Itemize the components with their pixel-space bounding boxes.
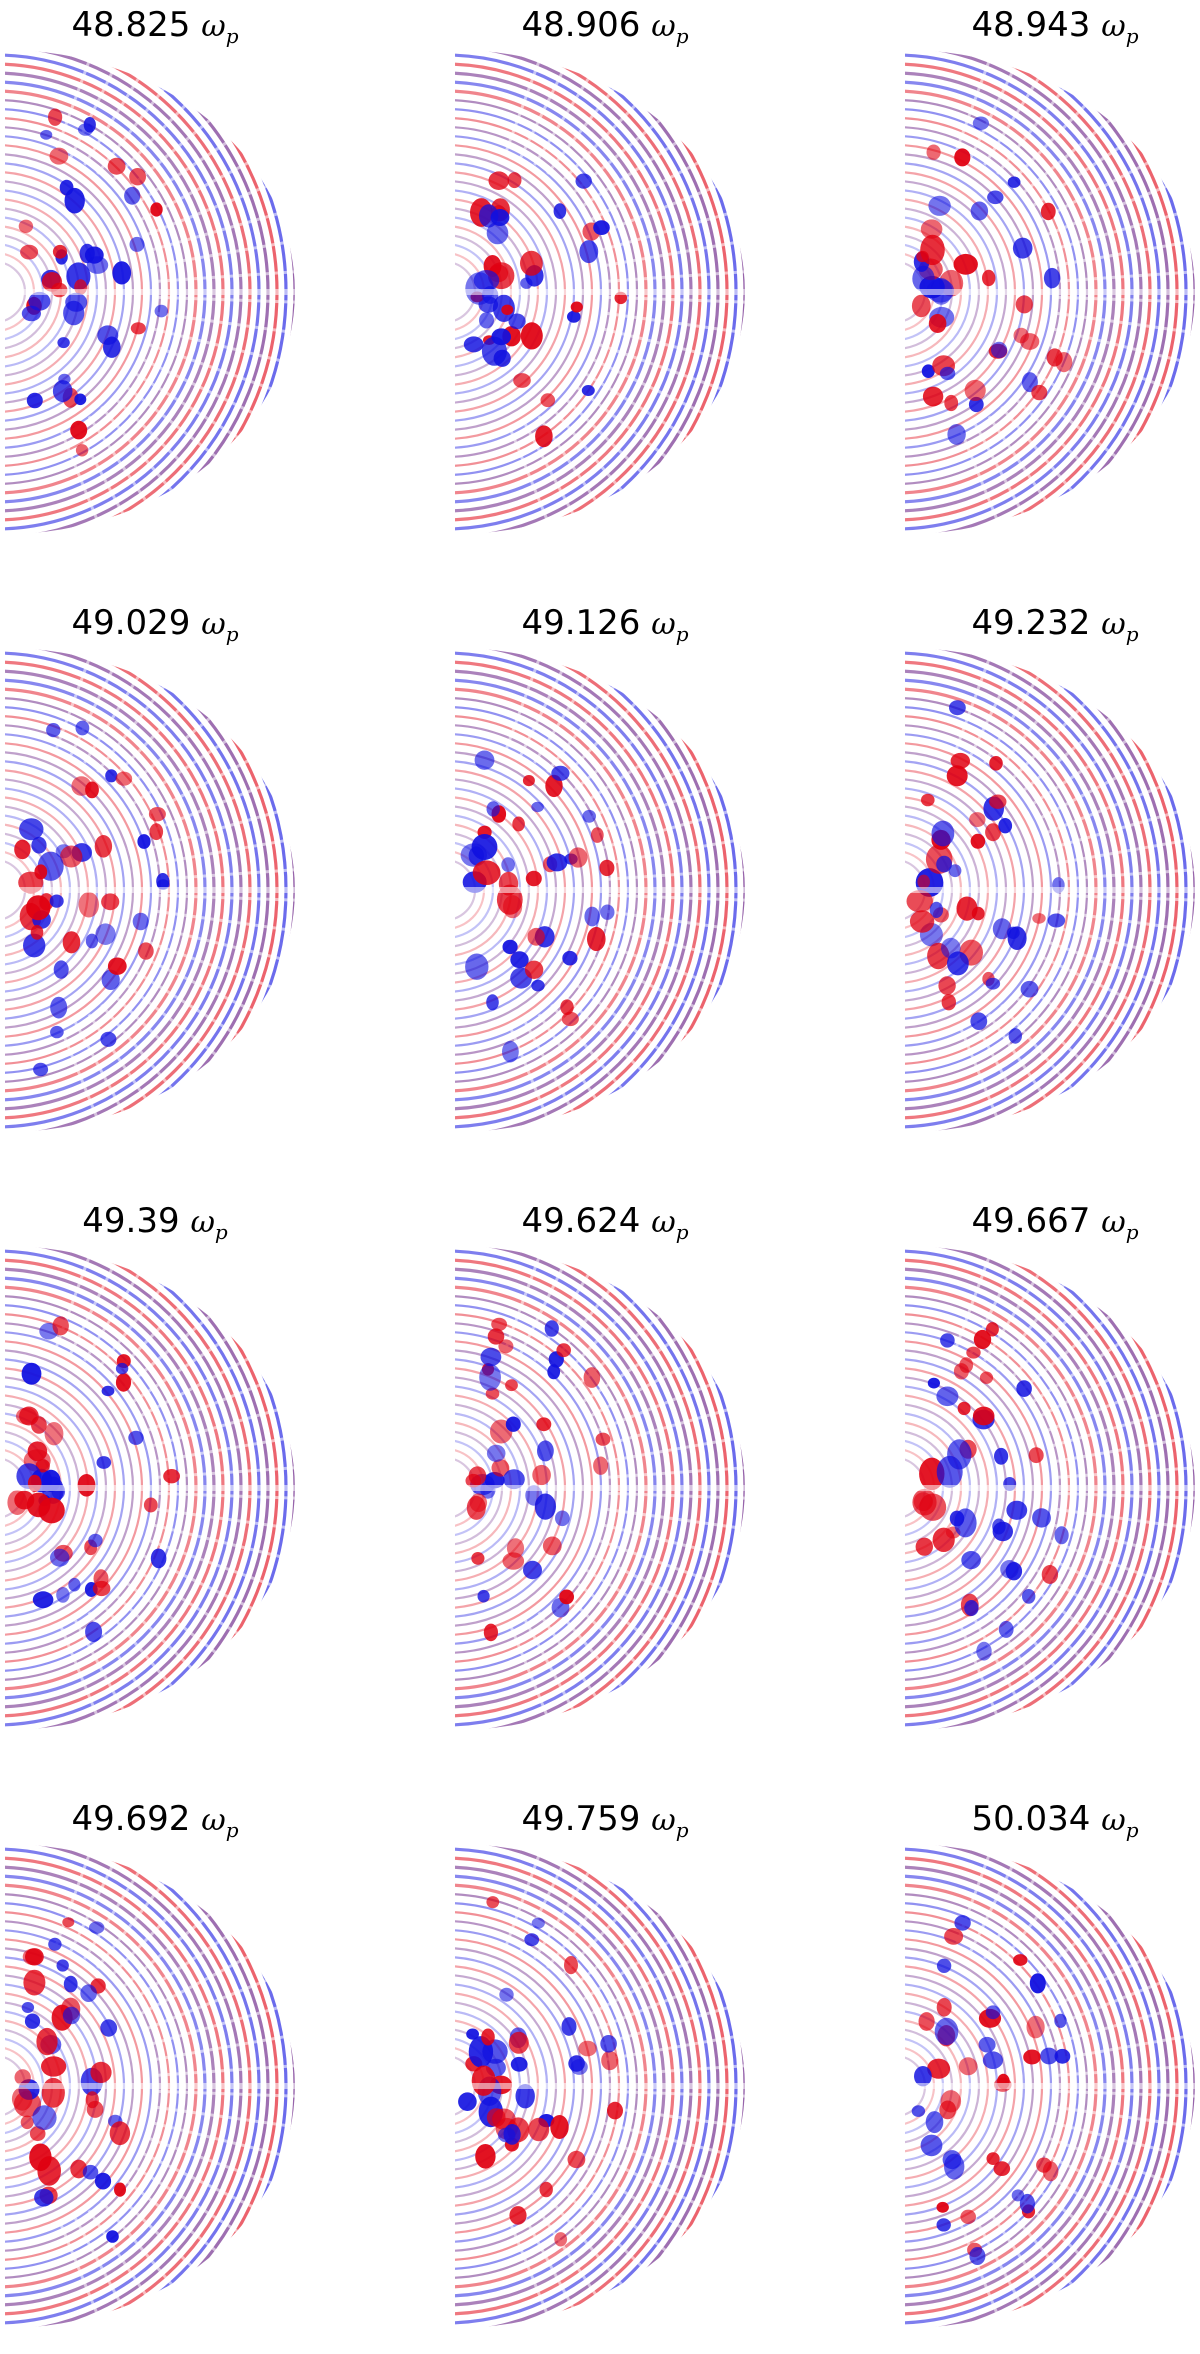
wave-field-image	[455, 640, 755, 1140]
mode-panel: 48.906 ωp	[455, 0, 755, 560]
unit-symbol: ω	[651, 607, 675, 642]
frequency-unit: ωp	[1101, 607, 1138, 642]
mode-panel: 49.39 ωp	[5, 1196, 305, 1756]
mode-panel: 49.759 ωp	[455, 1794, 755, 2354]
frequency-value: 49.692	[71, 1799, 190, 1839]
mode-panel: 49.029 ωp	[5, 598, 305, 1158]
unit-symbol: ω	[651, 9, 675, 44]
frequency-unit: ωp	[201, 1803, 238, 1838]
frequency-unit: ωp	[1101, 9, 1138, 44]
unit-symbol: ω	[1101, 1803, 1125, 1838]
mode-panel: 49.232 ωp	[905, 598, 1200, 1158]
wave-field-image	[905, 1836, 1200, 2336]
mode-panel: 49.126 ωp	[455, 598, 755, 1158]
wave-field-image	[5, 1238, 305, 1738]
frequency-unit: ωp	[1101, 1803, 1138, 1838]
unit-symbol: ω	[201, 607, 225, 642]
frequency-value: 49.029	[71, 603, 190, 643]
mode-panel: 49.624 ωp	[455, 1196, 755, 1756]
unit-symbol: ω	[1101, 607, 1125, 642]
frequency-unit: ωp	[190, 1205, 227, 1240]
frequency-value: 49.667	[971, 1201, 1090, 1241]
unit-symbol: ω	[201, 9, 225, 44]
frequency-unit: ωp	[201, 607, 238, 642]
frequency-value: 48.906	[521, 5, 640, 45]
wave-field-image	[905, 1238, 1200, 1738]
wave-field-image	[905, 640, 1200, 1140]
mode-panel: 48.825 ωp	[5, 0, 305, 560]
frequency-value: 48.825	[71, 5, 190, 45]
wave-field-image	[455, 1238, 755, 1738]
unit-symbol: ω	[651, 1803, 675, 1838]
wave-field-image	[5, 1836, 305, 2336]
frequency-value: 49.126	[521, 603, 640, 643]
frequency-unit: ωp	[651, 607, 688, 642]
unit-symbol: ω	[651, 1205, 675, 1240]
frequency-unit: ωp	[651, 1205, 688, 1240]
frequency-unit: ωp	[651, 1803, 688, 1838]
wave-field-image	[5, 640, 305, 1140]
wave-field-image	[455, 1836, 755, 2336]
mode-panel: 49.667 ωp	[905, 1196, 1200, 1756]
frequency-unit: ωp	[651, 9, 688, 44]
wave-field-image	[455, 42, 755, 542]
frequency-value: 49.624	[521, 1201, 640, 1241]
frequency-value: 49.39	[82, 1201, 179, 1241]
frequency-value: 49.232	[971, 603, 1090, 643]
frequency-value: 50.034	[971, 1799, 1090, 1839]
frequency-unit: ωp	[201, 9, 238, 44]
unit-symbol: ω	[190, 1205, 214, 1240]
mode-panel: 48.943 ωp	[905, 0, 1200, 560]
mode-panel: 50.034 ωp	[905, 1794, 1200, 2354]
mode-panel: 49.692 ωp	[5, 1794, 305, 2354]
frequency-value: 48.943	[971, 5, 1090, 45]
wave-field-image	[5, 42, 305, 542]
frequency-unit: ωp	[1101, 1205, 1138, 1240]
frequency-value: 49.759	[521, 1799, 640, 1839]
wave-field-image	[905, 42, 1200, 542]
unit-symbol: ω	[1101, 1205, 1125, 1240]
unit-symbol: ω	[201, 1803, 225, 1838]
unit-symbol: ω	[1101, 9, 1125, 44]
